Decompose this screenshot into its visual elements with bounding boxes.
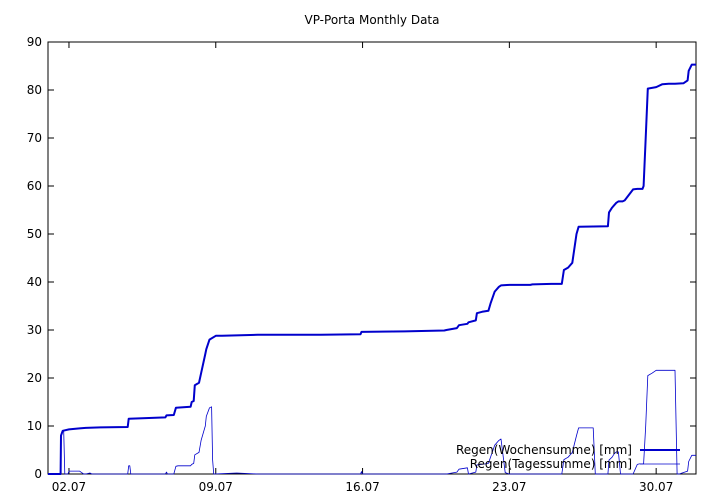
- x-axis: 02.07 09.07 16.07 23.07 30.07: [52, 42, 673, 494]
- y-tick-label: 0: [34, 467, 42, 481]
- series-line-0: [48, 63, 696, 475]
- x-tick-label: 16.07: [345, 480, 379, 494]
- y-tick-label: 90: [27, 35, 42, 49]
- legend: Regen(Wochensumme) [mm]Regen(Tagessumme)…: [456, 443, 680, 471]
- legend-label-1: Regen(Tagessumme) [mm]: [470, 457, 632, 471]
- x-tick-label: 02.07: [52, 480, 86, 494]
- series-line-1: [48, 369, 696, 475]
- x-tick-label: 23.07: [492, 480, 526, 494]
- plot-area-border: [47, 41, 697, 475]
- y-tick-label: 80: [27, 83, 42, 97]
- series-layer: [48, 63, 696, 475]
- legend-label-0: Regen(Wochensumme) [mm]: [456, 443, 632, 457]
- y-tick-label: 50: [27, 227, 42, 241]
- y-tick-label: 20: [27, 371, 42, 385]
- y-tick-label: 30: [27, 323, 42, 337]
- y-axis: 0 10 20 30 40 50 60 70 80 90: [27, 35, 696, 481]
- x-tick-label: 30.07: [639, 480, 673, 494]
- x-tick-label: 09.07: [199, 480, 233, 494]
- y-tick-label: 70: [27, 131, 42, 145]
- y-tick-label: 60: [27, 179, 42, 193]
- chart-title: VP-Porta Monthly Data: [305, 13, 440, 27]
- y-tick-label: 40: [27, 275, 42, 289]
- y-tick-label: 10: [27, 419, 42, 433]
